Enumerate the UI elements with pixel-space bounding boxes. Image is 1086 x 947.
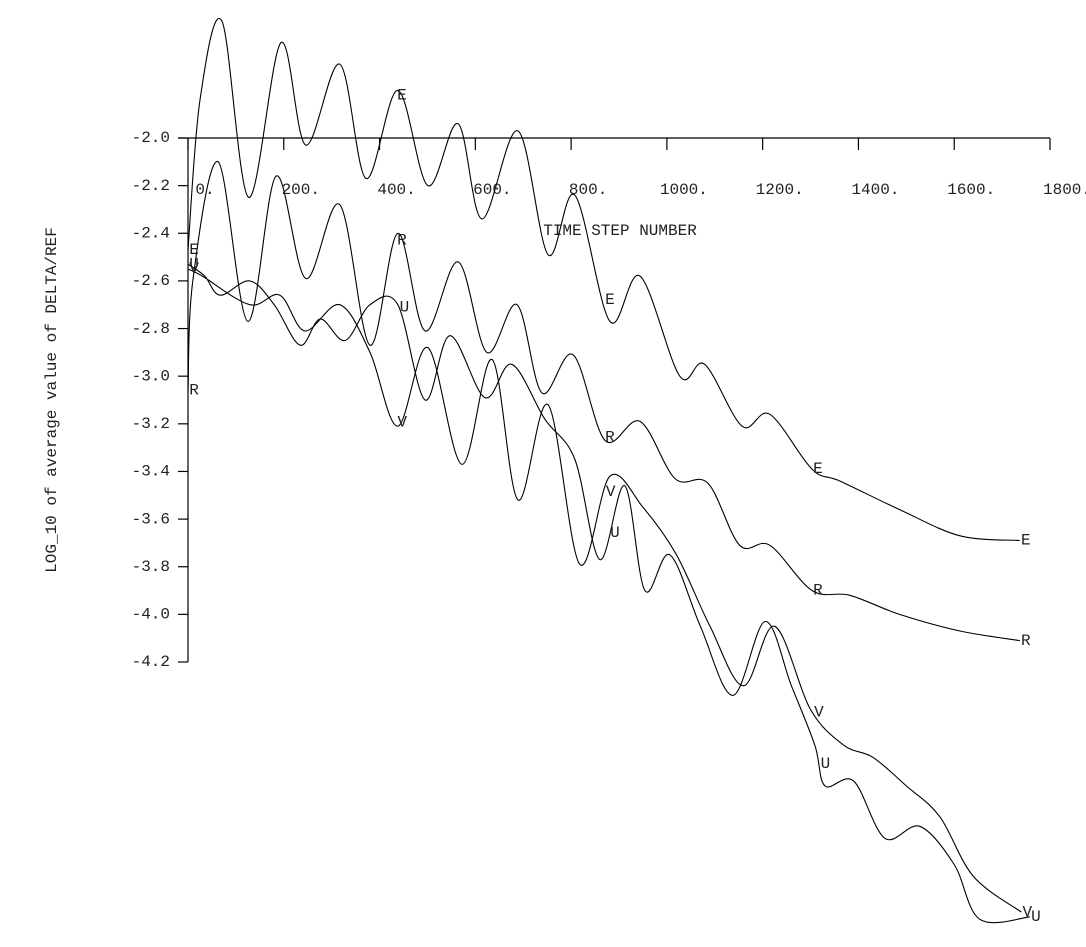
series-label: E <box>813 460 823 478</box>
series-label: V <box>189 260 199 278</box>
x-tick-label: 1800. <box>1043 181 1086 199</box>
series-label: E <box>1021 532 1031 550</box>
x-tick-label: 1000. <box>660 181 708 199</box>
x-tick-label: 600. <box>473 181 511 199</box>
x-axis-label: TIME STEP NUMBER <box>543 222 697 240</box>
y-tick-label: -2.2 <box>132 177 170 195</box>
y-tick-label: -3.2 <box>132 415 170 433</box>
x-tick-label: 1200. <box>756 181 804 199</box>
x-tick-label: 200. <box>282 181 320 199</box>
series-label: R <box>189 382 199 400</box>
y-tick-label: -2.6 <box>132 272 170 290</box>
x-tick-label: 0. <box>195 181 214 199</box>
y-tick-label: -2.8 <box>132 320 170 338</box>
series-label: R <box>605 429 615 447</box>
x-tick-label: 1600. <box>947 181 995 199</box>
y-tick-label: -2.0 <box>132 129 170 147</box>
line-series <box>187 18 1020 542</box>
series-label: U <box>400 298 410 316</box>
line-series <box>187 263 1030 924</box>
y-axis-label: LOG_10 of average value of DELTA/REF <box>43 227 61 573</box>
series-label: U <box>1031 908 1041 926</box>
series-label: V <box>814 703 824 721</box>
y-tick-label: -4.2 <box>132 653 170 671</box>
series-label: V <box>1022 903 1032 921</box>
x-tick-label: 400. <box>377 181 415 199</box>
series-label: R <box>397 232 407 250</box>
x-tick-label: 800. <box>569 181 607 199</box>
series-label: R <box>813 582 823 600</box>
y-tick-label: -2.4 <box>132 224 170 242</box>
line-series <box>187 268 1022 913</box>
series-label: E <box>189 241 199 259</box>
series-label: V <box>398 414 408 432</box>
line-series <box>187 161 1020 642</box>
series-label: E <box>397 87 407 105</box>
series-label: E <box>605 291 615 309</box>
y-tick-label: -3.8 <box>132 558 170 576</box>
series-label: V <box>606 483 616 501</box>
y-tick-label: -3.4 <box>132 463 170 481</box>
x-tick-label: 1400. <box>851 181 899 199</box>
series-label: U <box>189 255 199 273</box>
series-label: R <box>1021 632 1031 650</box>
series-label: U <box>821 755 831 773</box>
series-label: U <box>610 524 620 542</box>
y-tick-label: -3.0 <box>132 367 170 385</box>
y-tick-label: -4.0 <box>132 606 170 624</box>
y-tick-label: -3.6 <box>132 510 170 528</box>
